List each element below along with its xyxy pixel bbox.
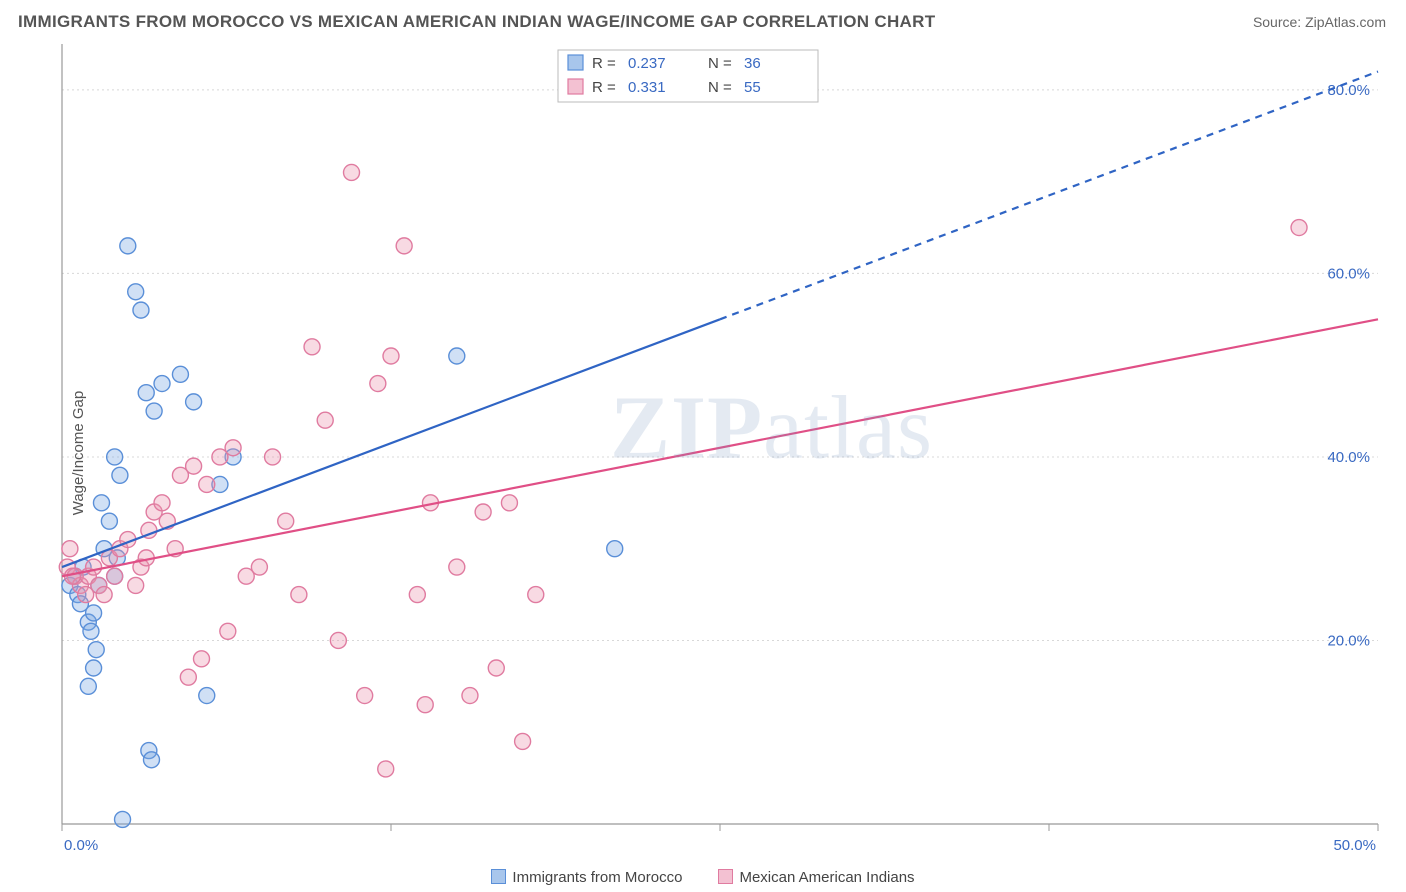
svg-text:50.0%: 50.0% (1333, 837, 1376, 854)
svg-text:R =: R = (592, 79, 616, 96)
data-point (133, 302, 149, 318)
data-point (607, 541, 623, 557)
svg-text:55: 55 (744, 79, 761, 96)
data-point (180, 669, 196, 685)
data-point (96, 587, 112, 603)
data-point (199, 476, 215, 492)
data-point (225, 440, 241, 456)
svg-text:N =: N = (708, 55, 732, 72)
trend-line-dashed (720, 72, 1378, 320)
data-point (143, 752, 159, 768)
data-point (330, 632, 346, 648)
data-point (278, 513, 294, 529)
data-point (86, 605, 102, 621)
y-axis-label: Wage/Income Gap (70, 391, 87, 516)
legend-swatch (568, 55, 583, 70)
data-point (344, 164, 360, 180)
data-point (409, 587, 425, 603)
data-point (304, 339, 320, 355)
data-point (86, 660, 102, 676)
data-point (396, 238, 412, 254)
bottom-legend: Immigrants from Morocco Mexican American … (0, 869, 1406, 886)
data-point (154, 495, 170, 511)
data-point (265, 449, 281, 465)
data-point (120, 238, 136, 254)
data-point (449, 348, 465, 364)
source-label: Source: ZipAtlas.com (1253, 14, 1386, 30)
data-point (112, 467, 128, 483)
data-point (128, 577, 144, 593)
data-point (220, 623, 236, 639)
data-point (86, 559, 102, 575)
data-point (199, 688, 215, 704)
data-point (107, 568, 123, 584)
svg-text:0.237: 0.237 (628, 55, 666, 72)
data-point (383, 348, 399, 364)
svg-text:0.0%: 0.0% (64, 837, 98, 854)
legend-swatch (491, 869, 506, 884)
data-point (115, 811, 131, 827)
data-point (186, 394, 202, 410)
scatter-plot: 20.0% 40.0% 60.0% 80.0% 0.0% 50.0% R = 0.237 N =… (18, 44, 1388, 862)
data-point (475, 504, 491, 520)
data-point (62, 541, 78, 557)
svg-text:20.0%: 20.0% (1327, 632, 1370, 649)
legend-swatch (568, 79, 583, 94)
data-point (83, 623, 99, 639)
data-point (154, 376, 170, 392)
data-point (515, 733, 531, 749)
data-point (370, 376, 386, 392)
data-point (186, 458, 202, 474)
legend-item: Mexican American Indians (718, 869, 914, 886)
data-point (291, 587, 307, 603)
svg-text:R =: R = (592, 55, 616, 72)
data-point (172, 366, 188, 382)
data-point (1291, 220, 1307, 236)
data-point (488, 660, 504, 676)
svg-text:60.0%: 60.0% (1327, 265, 1370, 282)
svg-text:40.0%: 40.0% (1327, 449, 1370, 466)
data-point (357, 688, 373, 704)
data-point (107, 449, 123, 465)
data-point (80, 678, 96, 694)
data-point (101, 513, 117, 529)
data-point (378, 761, 394, 777)
chart-title: IMMIGRANTS FROM MOROCCO VS MEXICAN AMERI… (18, 12, 935, 32)
data-point (146, 403, 162, 419)
data-point (138, 385, 154, 401)
svg-text:N =: N = (708, 79, 732, 96)
data-point (128, 284, 144, 300)
data-point (501, 495, 517, 511)
data-point (528, 587, 544, 603)
svg-text:36: 36 (744, 55, 761, 72)
data-point (462, 688, 478, 704)
trend-line (62, 319, 1378, 576)
data-point (251, 559, 267, 575)
legend-item: Immigrants from Morocco (491, 869, 682, 886)
data-point (93, 495, 109, 511)
data-point (317, 412, 333, 428)
svg-text:80.0%: 80.0% (1327, 82, 1370, 99)
data-point (193, 651, 209, 667)
chart-area: Wage/Income Gap ZIPatlas 20.0%40.0%60.0%… (18, 44, 1388, 862)
data-point (449, 559, 465, 575)
legend-swatch (718, 869, 733, 884)
data-point (417, 697, 433, 713)
svg-text:0.331: 0.331 (628, 79, 666, 96)
data-point (88, 642, 104, 658)
